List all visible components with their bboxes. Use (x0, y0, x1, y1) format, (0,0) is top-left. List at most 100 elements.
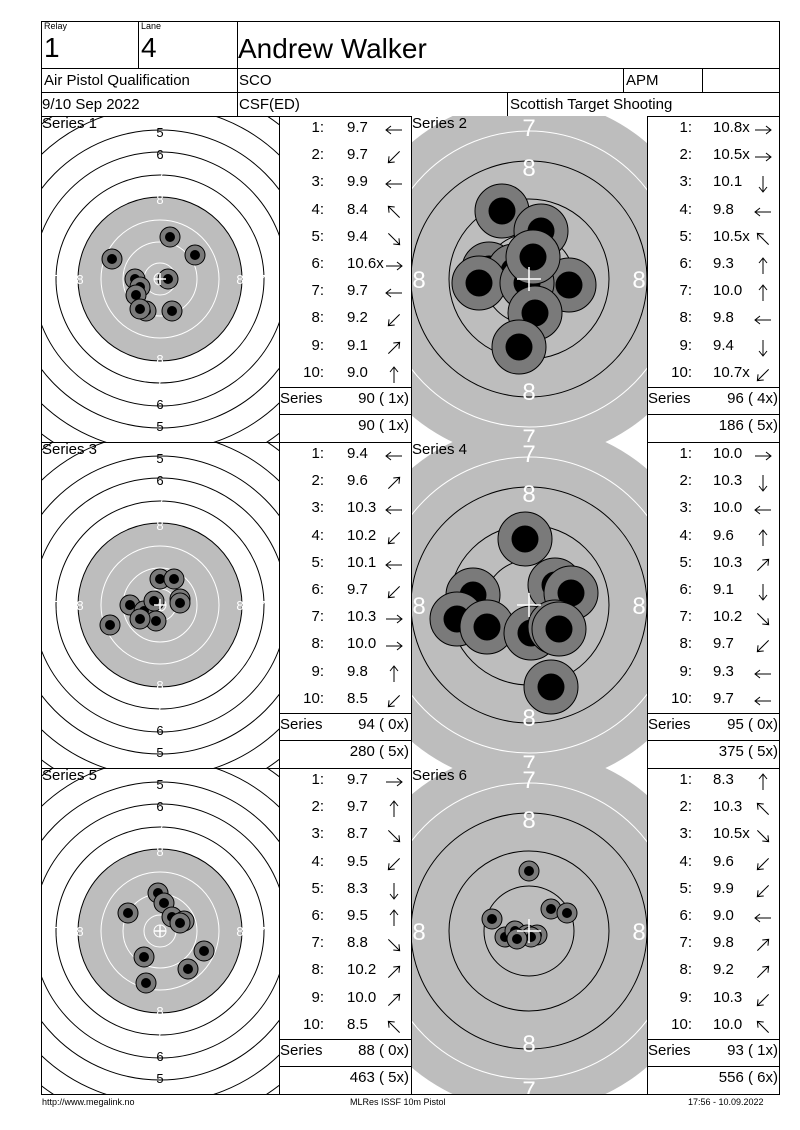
ring-number: 4 (156, 116, 163, 117)
shot-number: 3: (311, 825, 324, 843)
direction-arrow-icon (756, 993, 770, 1006)
shot-number: 3: (311, 173, 324, 191)
ring-number: 8 (156, 844, 163, 859)
shot-score: 10.0 (713, 1015, 743, 1033)
series-total-label: Series (280, 1042, 323, 1059)
direction-arrow-icon (387, 830, 401, 843)
series-total: 96 ( 4x) (727, 390, 778, 407)
shot-score: 10.1 (347, 553, 377, 571)
ring-number: 5 (156, 777, 163, 792)
direction-arrow-icon (756, 857, 770, 870)
shot-number: 10: (671, 689, 692, 707)
shot-row: 9: 9.4 (647, 334, 780, 361)
ring-number: 8 (76, 598, 83, 613)
shot-score: 9.7 (347, 798, 368, 816)
direction-arrow-icon (756, 232, 770, 245)
shot-row: 5: 9.9 (647, 877, 780, 904)
shot-center (524, 866, 534, 876)
series-total: 90 ( 1x) (358, 390, 409, 407)
shot-row: 10: 8.5 (279, 1013, 411, 1040)
ring-number: 8 (632, 593, 645, 620)
shot-number: 6: (311, 907, 324, 924)
shot-row: 9: 9.3 (647, 660, 780, 687)
shot-number: 1: (311, 771, 324, 788)
shot-number: 2: (311, 146, 324, 164)
ring-number: 8 (236, 924, 243, 939)
series-total: 95 ( 0x) (727, 716, 778, 733)
direction-arrow-icon (387, 476, 401, 490)
shot-score: 10.1 (713, 173, 743, 191)
shot-score: 9.4 (347, 445, 368, 462)
lane-value: 4 (141, 32, 157, 63)
shot-row: 7: 9.7 (279, 279, 411, 306)
ring-number: 4 (156, 768, 163, 769)
shot-row: 1: 9.4 (279, 442, 411, 469)
shot-number: 5: (679, 227, 692, 245)
shot-score: 9.8 (713, 934, 734, 952)
series-total-label: Series (280, 716, 323, 733)
shot-number: 6: (311, 581, 324, 598)
shot-number: 3: (311, 499, 324, 517)
shot-center (199, 946, 209, 956)
target-ring (411, 160, 647, 398)
shot-score: 9.5 (347, 852, 368, 870)
direction-arrow-icon (386, 642, 403, 651)
shot-row: 3: 10.1 (647, 170, 780, 197)
shot-center (488, 197, 516, 225)
shooter-name: Andrew Walker (238, 33, 427, 64)
ring-number: 8 (522, 155, 535, 182)
header: Relay 1 Lane 4 Andrew Walker Air Pistol … (41, 21, 780, 117)
direction-arrow-icon (758, 528, 768, 546)
shot-score: 9.4 (713, 336, 734, 354)
target-ring (122, 241, 198, 317)
direction-arrow-icon (387, 694, 401, 708)
shot-row: 2: 9.7 (279, 143, 411, 170)
shot-list-6: 1: 8.3 2: 10.3 3: 10.5x 4: 9.6 5: 9.9 6: 9.0 7: 9.8 8:… (647, 768, 780, 1094)
shot-row: 8: 9.2 (647, 958, 780, 985)
ring-number: 7 (156, 170, 163, 185)
direction-arrow-icon (385, 560, 402, 570)
shot-center (557, 579, 585, 607)
shot-number: 6: (679, 581, 692, 598)
shot-number: 7: (311, 282, 324, 300)
shot-score: 9.6 (713, 852, 734, 870)
footer-printed: 17:56 - 10.09.2022 (688, 1097, 764, 1107)
shot-center (526, 932, 536, 942)
shot-center (555, 271, 583, 299)
shot-row: 6: 9.0 (647, 904, 780, 931)
direction-arrow-icon (385, 288, 402, 298)
direction-arrow-icon (387, 585, 401, 599)
shot-number: 2: (679, 472, 692, 490)
shot-row: 4: 8.4 (279, 198, 411, 225)
shot-score: 10.3 (713, 798, 743, 816)
shot-number: 7: (679, 608, 692, 626)
ring-number: 8 (522, 379, 535, 406)
shot-score: 9.6 (347, 472, 368, 490)
shot-row: 4: 9.6 (647, 524, 780, 551)
ring-number: 6 (156, 397, 163, 412)
shot-center (465, 269, 493, 297)
shot-list-2: 1: 10.8x 2: 10.5x 3: 10.1 4: 9.8 5: 10.5x 6: 9.3 7: 1… (647, 116, 780, 442)
shot-row: 2: 10.5x (647, 143, 780, 170)
target-ring (55, 500, 265, 710)
shot-number: 7: (679, 934, 692, 952)
shot-number: 2: (311, 472, 324, 490)
footer-url[interactable]: http://www.megalink.no (42, 1097, 135, 1107)
target-ring (77, 848, 243, 1014)
direction-arrow-icon (758, 257, 768, 274)
ring-number: 7 (156, 700, 163, 715)
shot-score: 10.0 (713, 499, 743, 517)
event-name: Air Pistol Qualification (44, 72, 190, 89)
shot-center (169, 574, 179, 584)
shot-row: 3: 10.3 (279, 496, 411, 523)
shot-row: 9: 9.1 (279, 334, 411, 361)
shot-row: 5: 8.3 (279, 877, 411, 904)
shot-row: 7: 10.3 (279, 605, 411, 632)
shot-center (135, 614, 145, 624)
shot-center (163, 274, 173, 284)
shot-list-4: 1: 10.0 2: 10.3 3: 10.0 4: 9.6 5: 10.3 6: 9.1 7: 10.2… (647, 442, 780, 768)
shot-score: 10.3 (347, 499, 377, 517)
shot-number: 2: (679, 146, 692, 164)
direction-arrow-icon (758, 773, 768, 790)
shot-score: 9.7 (713, 635, 734, 653)
